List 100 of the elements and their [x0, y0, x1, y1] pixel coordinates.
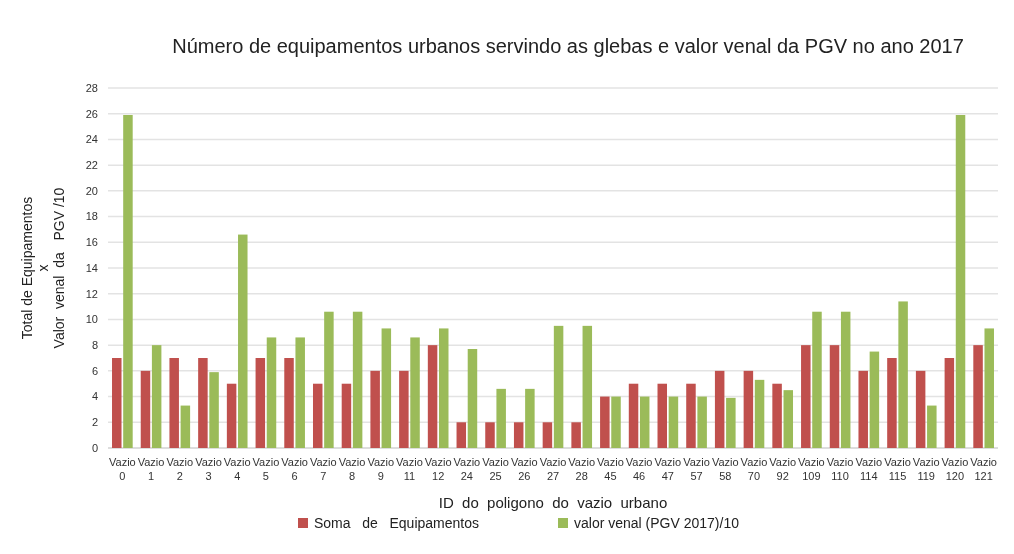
- y-tick-label: 28: [85, 81, 98, 94]
- x-tick-label: Vazio 114: [855, 456, 883, 482]
- bar: [571, 422, 581, 448]
- chart-title: Número de equipamentos urbanos servindo as glebas e valor venal da PGV no ano 2017: [172, 35, 964, 57]
- legend-label: Soma de Equipamentos: [314, 515, 479, 531]
- bar: [266, 337, 277, 448]
- x-tick-label: Vazio 4: [223, 456, 251, 482]
- x-tick-label: Vazio 2: [166, 456, 194, 482]
- bar: [743, 370, 754, 448]
- y-tick-label: 2: [91, 416, 98, 429]
- x-tick-label: Vazio 25: [482, 456, 509, 482]
- bar: [542, 422, 553, 448]
- x-tick-label: Vazio 5: [252, 456, 280, 482]
- bar: [284, 358, 294, 448]
- x-tick-label: Vazio 46: [625, 456, 653, 482]
- bar: [525, 388, 535, 448]
- bar: [772, 383, 782, 448]
- bar: [927, 405, 937, 448]
- bar: [686, 383, 696, 448]
- bar: [381, 328, 392, 448]
- bar: [628, 383, 639, 448]
- bar: [467, 349, 478, 448]
- bar: [151, 345, 162, 448]
- x-tick-label: Vazio 11: [396, 456, 423, 482]
- bar: [341, 383, 352, 448]
- bar: [238, 234, 248, 448]
- bar: [639, 396, 650, 448]
- bar: [887, 358, 897, 448]
- bar: [840, 311, 851, 448]
- x-tick-label: Vazio 26: [510, 456, 538, 482]
- bar: [697, 396, 707, 448]
- x-tick-label: Vazio 24: [453, 456, 481, 482]
- x-tick-label: Vazio 3: [195, 456, 222, 482]
- x-tick-label: Vazio 47: [654, 456, 682, 482]
- bar: [439, 328, 449, 448]
- bar: [600, 396, 610, 448]
- bar: [112, 358, 122, 448]
- y-tick-label: 10: [85, 313, 98, 326]
- x-tick-label: Vazio 7: [309, 456, 337, 482]
- bar: [984, 328, 994, 448]
- bar: [456, 422, 467, 448]
- x-tick-label: Vazio 6: [281, 456, 308, 482]
- bar: [783, 390, 794, 448]
- x-tick-label: Vazio 0: [109, 456, 136, 482]
- bar: [944, 358, 955, 448]
- x-axis-title: ID do poligono do vazio urbano: [438, 494, 668, 511]
- x-tick-label: Vazio 12: [424, 456, 452, 482]
- x-tick-label: Vazio 27: [539, 456, 567, 482]
- bar: [226, 383, 237, 448]
- bar: [140, 370, 151, 448]
- bar: [427, 345, 438, 448]
- y-axis-title: Total de Equipamentos x Valor venal da PGV /10: [19, 187, 67, 349]
- bar: [312, 383, 323, 448]
- bar: [255, 358, 266, 448]
- y-tick-label: 6: [91, 364, 98, 377]
- bar: [553, 325, 564, 448]
- x-tick-label: Vazio 110: [826, 456, 854, 482]
- y-tick-label: 20: [85, 184, 98, 197]
- x-tick-label: Vazio 120: [941, 456, 969, 482]
- bar: [399, 370, 409, 448]
- y-tick-label: 16: [85, 236, 98, 249]
- bar: [198, 358, 208, 448]
- bar: [812, 311, 822, 448]
- bar: [915, 370, 926, 448]
- x-tick-label: Vazio 92: [769, 456, 797, 482]
- y-tick-label: 26: [85, 107, 98, 120]
- bar: [726, 397, 736, 448]
- y-tick-label: 22: [85, 158, 98, 171]
- x-tick-label: Vazio 70: [740, 456, 768, 482]
- bar: [858, 370, 868, 448]
- x-tick-label: Vazio 45: [597, 456, 624, 482]
- bar: [370, 370, 380, 448]
- x-tick-label: Vazio 9: [367, 456, 395, 482]
- bar: [869, 351, 880, 448]
- x-tick-label: Vazio 115: [884, 456, 911, 482]
- bar: [754, 379, 765, 448]
- x-tick-label: Vazio 57: [683, 456, 710, 482]
- bar: [829, 345, 840, 448]
- bar: [410, 337, 420, 448]
- bar: [209, 372, 219, 448]
- y-tick-label: 18: [85, 210, 98, 223]
- bar: [180, 405, 191, 448]
- bar: [611, 396, 621, 448]
- bar: [955, 115, 966, 448]
- bar: [898, 301, 908, 448]
- bar: [496, 388, 506, 448]
- y-tick-label: 12: [85, 287, 98, 300]
- bar: [324, 311, 334, 448]
- y-tick-label: 14: [85, 261, 98, 274]
- bar: [714, 370, 725, 448]
- bar: [657, 383, 667, 448]
- bar: [295, 337, 305, 448]
- y-tick-label: 4: [91, 390, 98, 403]
- legend-label: valor venal (PGV 2017)/10: [574, 515, 740, 531]
- bar: [513, 422, 524, 448]
- bar: [169, 358, 179, 448]
- y-tick-label: 24: [85, 133, 98, 146]
- x-tick-label: Vazio 119: [912, 456, 940, 482]
- x-tick-label: Vazio 8: [338, 456, 366, 482]
- bar: [973, 345, 983, 448]
